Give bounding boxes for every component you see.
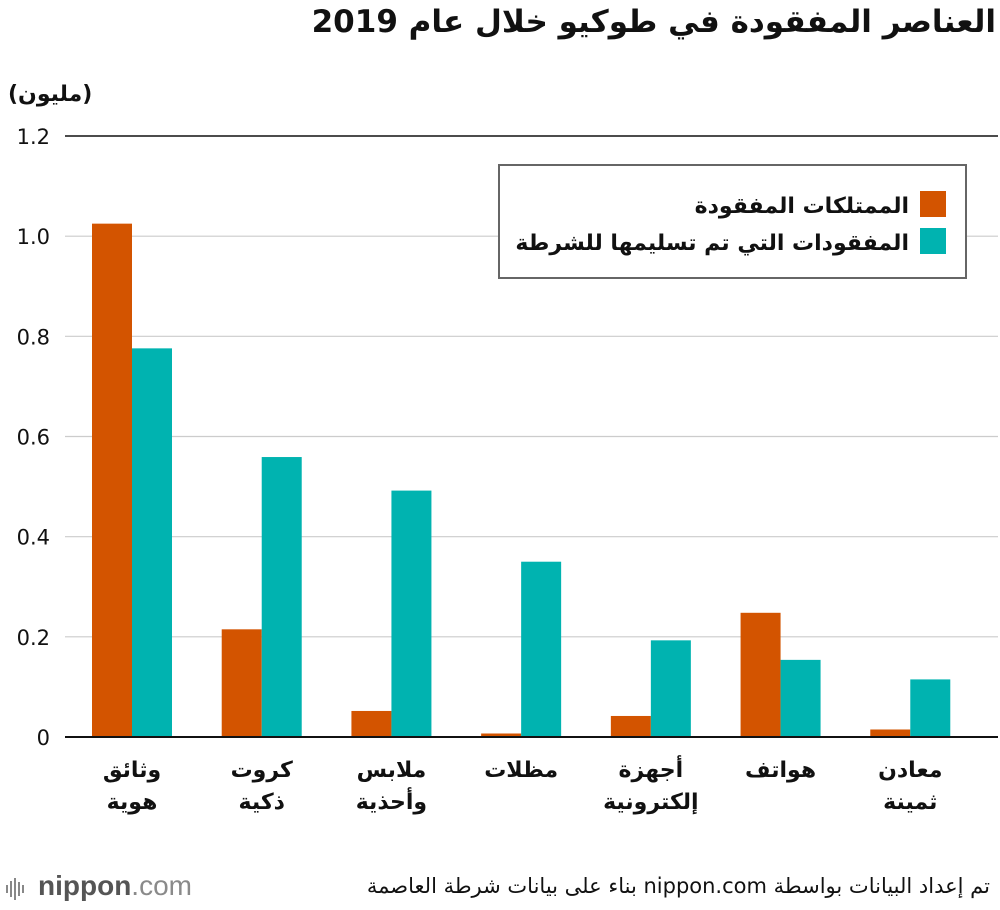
legend: الممتلكات المفقودة المفقودات التي تم تسلي…: [498, 164, 967, 279]
logo-main: nippon: [38, 870, 132, 901]
category-label: وثائق: [103, 758, 161, 783]
y-tick-label: 0.8: [17, 325, 50, 349]
footer: nippon.com تم إعداد البيانات بواسطة nipp…: [0, 868, 1000, 908]
bar-returned: [261, 457, 302, 737]
legend-swatch-returned: [920, 228, 946, 254]
logo-suffix: .com: [131, 870, 192, 901]
legend-label: الممتلكات المفقودة: [695, 194, 909, 219]
category-label: هواتف: [745, 758, 816, 783]
bar-lost: [740, 612, 781, 737]
category-label: أجهزة: [619, 754, 684, 783]
bar-returned: [391, 490, 432, 737]
category-label: ملابس: [357, 758, 427, 783]
category-label: وأحذية: [356, 786, 427, 815]
category-label: كروت: [231, 758, 293, 783]
bar-returned: [132, 348, 172, 737]
legend-label: المفقودات التي تم تسليمها للشرطة: [515, 231, 909, 256]
category-label: ثمينة: [883, 790, 937, 815]
category-label: هوية: [107, 790, 158, 815]
data-source: تم إعداد البيانات بواسطة nippon.com بناء…: [366, 874, 990, 898]
bar-returned: [780, 659, 821, 737]
legend-swatch-lost: [920, 191, 946, 217]
bar-returned: [521, 561, 562, 737]
category-label: ذكية: [239, 790, 285, 815]
nippon-logo: nippon.com: [6, 870, 192, 902]
bar-returned: [910, 679, 951, 737]
y-tick-label: 1.2: [17, 125, 50, 149]
bar-chart: 0 0.2 0.4 0.6 0.8 1.0 1.2 وثائق هوية كروت ذكية ملاب…: [17, 125, 998, 815]
bar-lost: [870, 729, 911, 737]
bar-lost: [481, 733, 522, 737]
bar-lost: [351, 710, 392, 737]
y-tick-label: 0.2: [17, 626, 50, 650]
category-label: إلكترونية: [603, 790, 699, 815]
bar-lost: [221, 629, 262, 737]
axis-labels: 0 0.2 0.4 0.6 0.8 1.0 1.2 وثائق هوية كروت ذكية ملاب…: [17, 125, 943, 815]
y-tick-label: 0.6: [17, 426, 50, 450]
nippon-logo-bars-icon: [6, 877, 24, 900]
y-tick-label: 1.0: [17, 225, 50, 249]
bar-lost: [92, 223, 132, 738]
category-label: مظلات: [484, 758, 558, 783]
bar-returned: [650, 640, 691, 737]
bars: [92, 223, 951, 738]
legend-box: [498, 164, 967, 279]
y-tick-label: 0: [37, 726, 50, 750]
y-tick-label: 0.4: [17, 526, 50, 550]
category-label: معادن: [878, 758, 942, 783]
chart-title: العناصر المفقودة في طوكيو خلال عام 2019: [311, 4, 996, 40]
y-axis-unit-label: (مليون): [8, 82, 93, 107]
bar-lost: [610, 715, 651, 737]
